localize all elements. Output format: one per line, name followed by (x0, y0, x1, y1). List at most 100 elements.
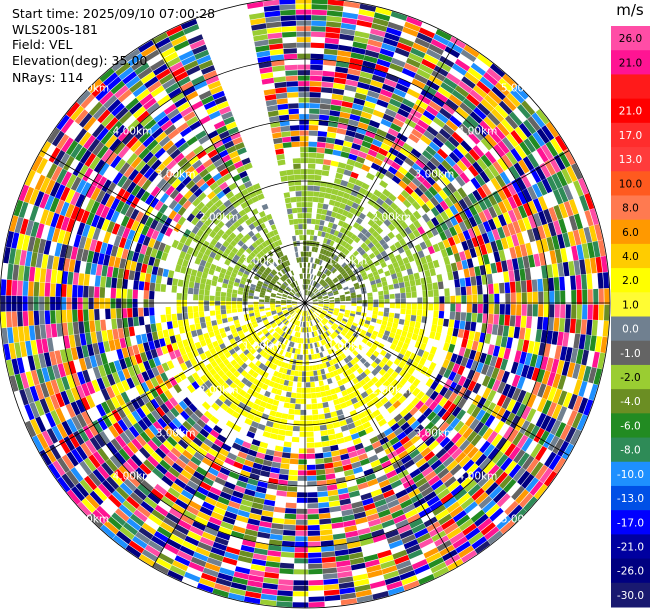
ray-gate (17, 265, 25, 281)
ray-gate (440, 248, 448, 258)
ray-gate (349, 315, 355, 320)
ray-gate (192, 349, 200, 358)
ray-gate (204, 248, 212, 257)
ray-gate (127, 53, 144, 67)
ray-gate (573, 379, 583, 396)
ray-gate (135, 395, 145, 407)
ray-gate (315, 219, 321, 225)
ray-gate (403, 372, 412, 381)
ray-gate (379, 193, 388, 202)
ray-gate (172, 529, 187, 540)
ray-gate (12, 264, 19, 281)
ray-gate (522, 216, 532, 231)
ray-gate (445, 98, 459, 111)
ray-gate (294, 246, 298, 252)
ray-gate (356, 308, 362, 313)
ray-gate (283, 441, 292, 448)
ray-gate (50, 410, 61, 426)
ray-gate (487, 464, 500, 478)
ray-gate (219, 168, 229, 177)
ray-gate (280, 316, 285, 321)
ray-gate (374, 357, 382, 365)
ray-gate (503, 478, 517, 493)
ray-gate (391, 379, 399, 388)
ray-gate (447, 558, 464, 571)
ray-gate (397, 524, 412, 534)
ray-gate (351, 202, 359, 210)
ray-gate (423, 53, 439, 65)
ray-gate (261, 327, 268, 333)
ray-gate (194, 490, 207, 501)
ray-gate (154, 483, 168, 496)
ray-gate (320, 346, 325, 352)
ray-gate (368, 276, 375, 282)
ray-gate (370, 334, 377, 340)
ray-gate (184, 406, 194, 417)
ray-gate (230, 272, 237, 278)
ray-gate (383, 156, 394, 166)
ray-gate (406, 303, 412, 310)
ray-gate (433, 296, 439, 304)
ray-gate (317, 296, 323, 299)
ray-gate (572, 363, 581, 379)
ray-gate (358, 532, 373, 541)
ray-gate (275, 305, 281, 307)
ray-gate (343, 169, 352, 177)
ray-gate (268, 539, 283, 546)
ray-gate (143, 459, 156, 472)
ray-gate (229, 402, 238, 411)
ray-gate (143, 307, 149, 317)
ray-gate (307, 343, 311, 349)
ray-gate (185, 445, 197, 456)
ray-gate (212, 139, 224, 149)
ray-gate (444, 476, 457, 488)
ray-gate (315, 463, 325, 470)
ray-gate (253, 547, 268, 556)
ray-gate (261, 510, 274, 517)
ray-gate (127, 308, 133, 318)
ray-gate (283, 530, 296, 536)
ray-gate (526, 366, 535, 380)
ray-gate (166, 360, 175, 370)
ray-gate (329, 228, 336, 235)
ray-gate (311, 403, 318, 410)
ray-gate (337, 190, 345, 197)
ray-gate (548, 454, 562, 471)
ray-gate (510, 415, 521, 429)
ray-gate (299, 130, 309, 136)
ray-gate (176, 306, 182, 314)
ray-gate (247, 263, 254, 270)
ray-gate (285, 374, 291, 381)
ray-gate (193, 145, 204, 155)
ray-gate (404, 319, 410, 327)
ray-gate (338, 185, 347, 192)
ray-gate (403, 459, 415, 469)
ray-gate (382, 316, 389, 322)
ray-gate (270, 300, 276, 303)
ray-gate (92, 366, 102, 379)
ray-gate (150, 159, 162, 171)
ray-gate (55, 407, 66, 423)
ray-gate (34, 400, 45, 416)
ray-gate (579, 259, 586, 275)
ray-gate (472, 303, 478, 313)
ray-gate (255, 288, 261, 292)
ray-gate (115, 62, 131, 76)
ray-gate (111, 384, 121, 397)
ray-gate (305, 310, 307, 316)
ray-gate (276, 320, 282, 325)
ray-gate (150, 248, 158, 258)
ray-gate (456, 261, 463, 271)
ray-gate (46, 365, 56, 381)
ray-gate (174, 192, 184, 203)
ray-gate (230, 328, 237, 334)
ray-gate (360, 492, 373, 501)
ray-gate (193, 551, 209, 562)
ray-gate (542, 385, 552, 400)
ray-gate (111, 409, 122, 422)
ray-gate (395, 382, 404, 391)
ray-gate (138, 147, 150, 160)
ray-gate (220, 521, 234, 531)
ray-gate (432, 504, 446, 516)
ray-gate (161, 252, 169, 261)
